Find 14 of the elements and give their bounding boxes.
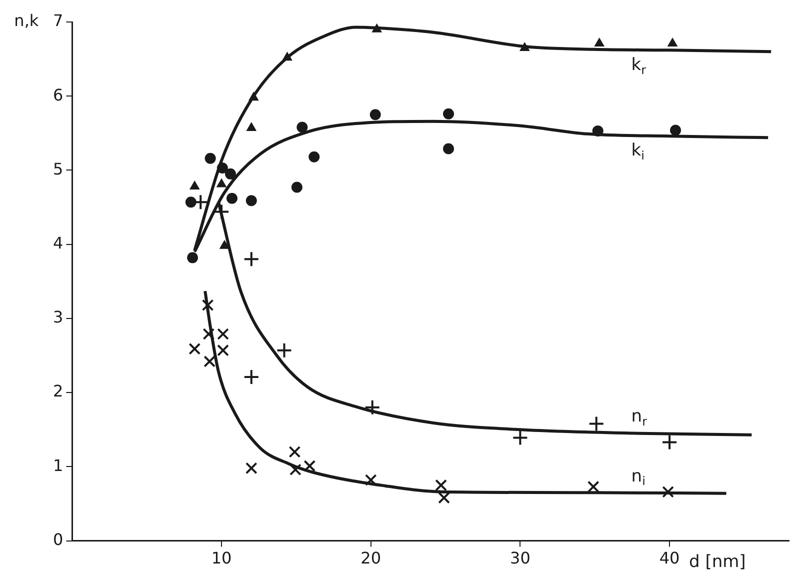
y-tick-label: 5: [52, 159, 64, 178]
y-axis-title: n,k: [14, 11, 40, 30]
x-tick-label: 20: [360, 548, 382, 568]
y-tick-label: 4: [52, 234, 64, 252]
y-tick-label: 6: [52, 85, 64, 104]
y-tick-label: 1: [52, 456, 64, 475]
y-tick-label: 7: [52, 11, 64, 30]
x-tick-label: 40: [659, 548, 680, 568]
x-tick-label: 30: [510, 548, 530, 568]
x-axis-title: d [nm]: [689, 552, 746, 572]
y-tick-label: 2: [52, 382, 64, 401]
x-tick-label: 10: [211, 548, 232, 568]
y-tick-label: 3: [52, 308, 64, 327]
y-tick-label: 0: [52, 530, 64, 549]
